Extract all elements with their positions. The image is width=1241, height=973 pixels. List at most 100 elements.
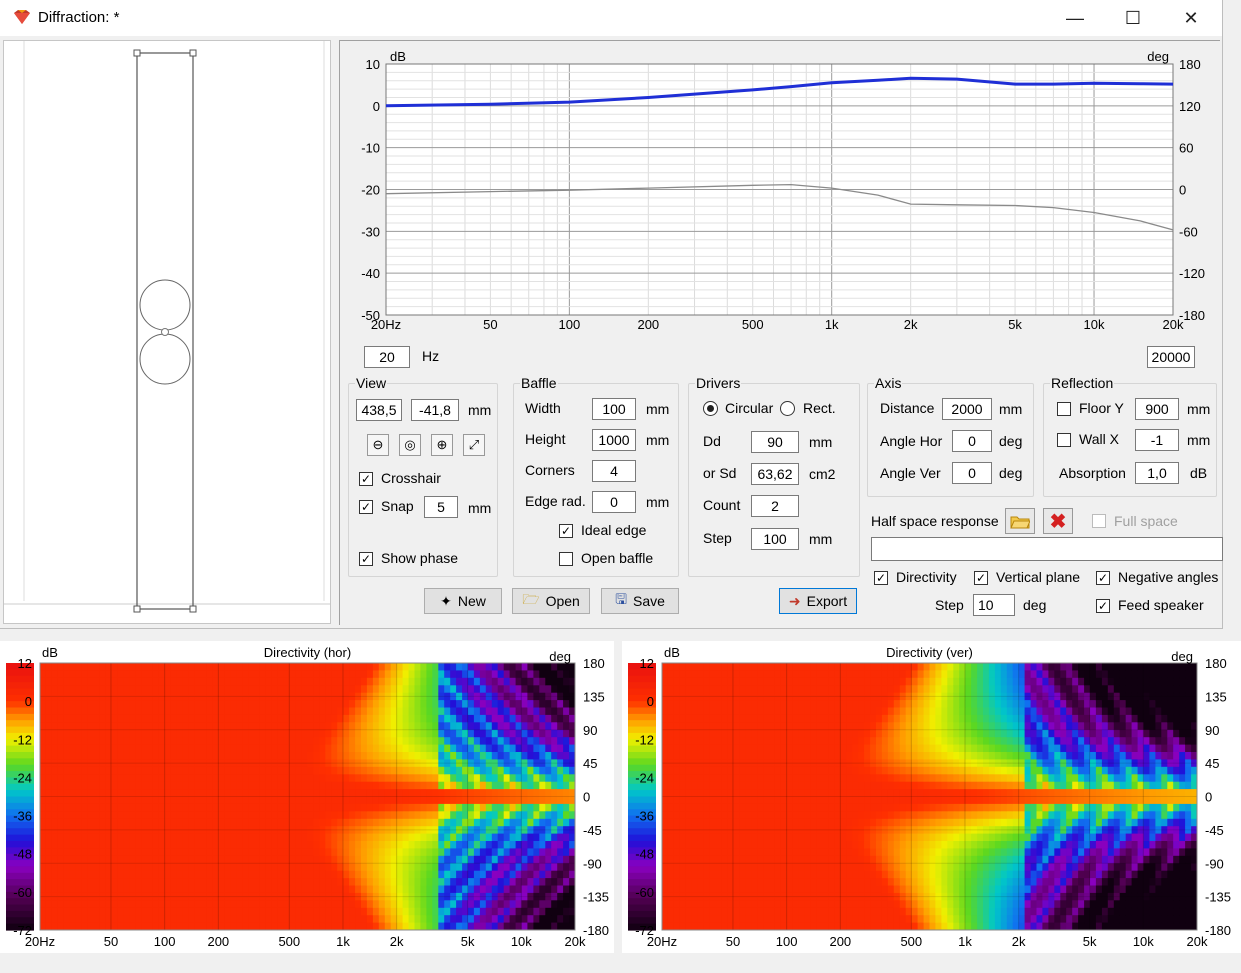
heatmap-cell	[301, 892, 308, 901]
heatmap-cell	[242, 700, 249, 708]
heatmap-cell	[834, 670, 841, 679]
heatmap-cell	[212, 759, 219, 768]
heatmap-cell	[188, 663, 195, 671]
heatmap-cell	[780, 892, 788, 901]
heatmap-cell	[111, 870, 118, 879]
heatmap-cell	[450, 863, 457, 872]
heatmap-cell	[846, 818, 853, 827]
heatmap-cell	[786, 848, 794, 857]
heatmap-cell	[709, 759, 716, 768]
heatmap-cell	[355, 789, 362, 797]
x-tick-label: 1k	[336, 934, 350, 949]
heatmap-cell	[679, 692, 687, 701]
heatmap-cell	[521, 692, 528, 701]
heatmap-cell	[810, 752, 817, 760]
heatmap-cell	[757, 752, 764, 760]
heatmap-cell	[361, 781, 368, 790]
heatmap-cell	[337, 737, 344, 746]
heatmap-cell	[420, 848, 427, 857]
heatmap-cell	[93, 863, 100, 872]
heatmap-cell	[515, 833, 522, 842]
heatmap-cell	[271, 700, 279, 708]
heatmap-cell	[206, 892, 213, 901]
heatmap-cell	[721, 915, 728, 924]
heatmap-cell	[141, 907, 148, 916]
heatmap-cell	[769, 848, 776, 857]
heatmap-cell	[81, 789, 88, 797]
heatmap-cell	[673, 789, 681, 797]
heatmap-cell	[822, 878, 829, 886]
heatmap-cell	[763, 848, 770, 857]
heatmap-cell	[858, 833, 865, 842]
heatmap-cell	[295, 714, 302, 723]
heatmap-cell	[402, 752, 409, 760]
heatmap-cell	[40, 692, 47, 701]
heatmap-cell	[194, 685, 201, 694]
heatmap-cell	[864, 692, 871, 701]
heatmap-cell	[135, 863, 142, 872]
heatmap-cell	[864, 685, 871, 694]
heatmap-cell	[911, 766, 919, 775]
heatmap-cell	[709, 848, 716, 857]
heatmap-cell	[194, 811, 201, 820]
heatmap-cell	[277, 692, 285, 701]
heatmap-cell	[224, 848, 231, 857]
heatmap-cell	[93, 796, 100, 805]
heatmap-cell	[396, 677, 404, 686]
heatmap-cell	[212, 833, 219, 842]
heatmap-cell	[349, 811, 356, 820]
heatmap-cell	[751, 729, 758, 738]
heatmap-cell	[450, 803, 457, 812]
heatmap-cell	[673, 677, 681, 686]
heatmap-cell	[840, 803, 847, 812]
heatmap-cell	[804, 752, 812, 760]
heatmap-cell	[343, 707, 350, 716]
heatmap-cell	[366, 677, 374, 686]
heatmap-cell	[780, 766, 788, 775]
heatmap-cell	[503, 818, 511, 827]
heatmap-cell	[236, 855, 243, 864]
heatmap-cell	[479, 848, 487, 857]
heatmap-cell	[170, 907, 178, 916]
heatmap-cell	[563, 789, 570, 797]
heatmap-cell	[319, 700, 326, 708]
heatmap-cell	[786, 774, 794, 783]
heatmap-cell	[87, 759, 94, 768]
heatmap-cell	[396, 752, 404, 760]
heatmap-cell	[462, 878, 469, 886]
heatmap-cell	[816, 774, 823, 783]
heatmap-cell	[277, 781, 285, 790]
heatmap-cell	[810, 833, 817, 842]
heatmap-cell	[63, 841, 71, 849]
heatmap-cell	[462, 774, 469, 783]
heatmap-cell	[733, 714, 740, 723]
heatmap-cell	[539, 878, 546, 886]
heatmap-cell	[420, 855, 427, 864]
heatmap-cell	[135, 826, 142, 835]
heatmap-cell	[479, 922, 487, 931]
heatmap-cell	[527, 737, 534, 746]
heatmap-cell	[774, 752, 782, 760]
heatmap-cell	[822, 885, 829, 894]
heatmap-cell	[265, 922, 273, 931]
heatmap-cell	[780, 670, 788, 679]
heatmap-cell	[301, 789, 308, 797]
heatmap-cell	[864, 900, 871, 909]
heatmap-cell	[361, 663, 368, 671]
heatmap-cell	[893, 752, 901, 760]
heatmap-cell	[343, 700, 350, 708]
heatmap-cell	[158, 729, 166, 738]
heatmap-cell	[456, 752, 463, 760]
heatmap-cell	[923, 752, 930, 760]
heatmap-cell	[242, 855, 249, 864]
heatmap-cell	[355, 803, 362, 812]
heatmap-cell	[444, 781, 451, 790]
heatmap-cell	[852, 774, 859, 783]
heatmap-cell	[733, 855, 740, 864]
heatmap-cell	[852, 818, 859, 827]
heatmap-cell	[135, 759, 142, 768]
heatmap-cell	[503, 663, 511, 671]
heatmap-cell	[468, 789, 475, 797]
heatmap-cell	[662, 878, 669, 886]
heatmap-cell	[176, 915, 184, 924]
